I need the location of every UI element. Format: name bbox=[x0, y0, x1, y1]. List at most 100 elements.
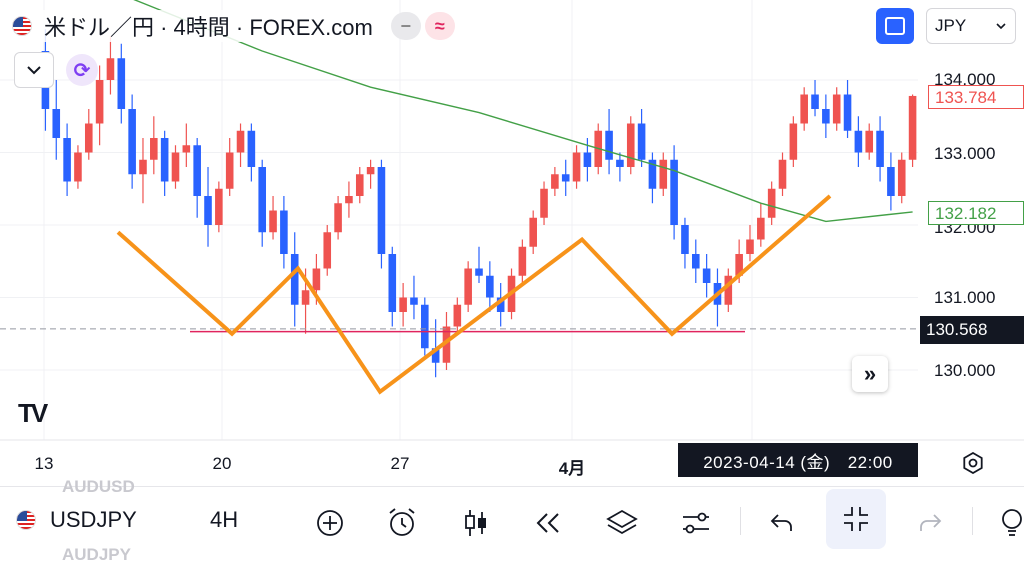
plus-circle-icon bbox=[317, 510, 343, 536]
candle-body bbox=[561, 174, 570, 182]
candle-body bbox=[789, 123, 798, 160]
candle bbox=[800, 87, 808, 131]
candle-body bbox=[95, 80, 104, 124]
candle-body bbox=[800, 94, 808, 124]
candle-body bbox=[453, 304, 462, 327]
settings-icon[interactable] bbox=[962, 452, 984, 474]
candle bbox=[887, 152, 895, 211]
candle-series bbox=[41, 29, 917, 378]
candle bbox=[572, 145, 581, 189]
ghost-symbol-above: AUDUSD bbox=[62, 477, 135, 496]
compare-button[interactable] bbox=[308, 501, 352, 545]
candle-body bbox=[193, 145, 201, 196]
indicators-button[interactable] bbox=[674, 501, 718, 545]
chart-title[interactable]: 米ドル／円 · 4時間 · FOREX.com bbox=[40, 10, 377, 42]
ideas-button[interactable] bbox=[994, 501, 1024, 545]
candle-body bbox=[648, 159, 657, 189]
currency-select[interactable]: JPY bbox=[926, 8, 1016, 44]
collapse-icon bbox=[844, 507, 868, 531]
candle bbox=[475, 246, 483, 283]
currency-label: JPY bbox=[935, 16, 967, 35]
candle-body bbox=[865, 130, 874, 153]
alarm-clock-icon bbox=[389, 508, 415, 536]
candle bbox=[204, 167, 212, 247]
ghost-symbol-below: AUDJPY bbox=[62, 545, 131, 564]
candle-body bbox=[106, 58, 115, 80]
chart-legend[interactable]: 米ドル／円 · 4時間 · FOREX.com − ≈ bbox=[12, 10, 455, 42]
tradingview-logo[interactable]: TV bbox=[18, 398, 48, 428]
candle bbox=[106, 36, 115, 95]
candle bbox=[290, 232, 299, 327]
fullscreen-button[interactable] bbox=[876, 8, 914, 44]
candle bbox=[876, 116, 884, 182]
scroll-to-realtime-button[interactable]: » bbox=[852, 356, 888, 392]
candle bbox=[171, 145, 180, 189]
grid-lines bbox=[0, 0, 918, 440]
candle-body bbox=[171, 152, 180, 182]
candle-body bbox=[583, 152, 592, 167]
candle-body bbox=[822, 109, 830, 124]
time-tick: 13 bbox=[34, 454, 54, 473]
indicator-toggles[interactable]: − ≈ bbox=[390, 12, 455, 40]
candle-body bbox=[908, 95, 917, 160]
candle-body bbox=[778, 159, 787, 189]
candle-body bbox=[811, 94, 819, 109]
candle-body bbox=[366, 167, 375, 175]
layers-button[interactable] bbox=[600, 501, 644, 545]
candle-body bbox=[182, 145, 191, 153]
redo-button[interactable] bbox=[908, 501, 952, 545]
candle-body bbox=[399, 297, 407, 312]
time-tick: 27 bbox=[390, 454, 410, 473]
candle bbox=[182, 123, 191, 167]
bottom-toolbar: AUDUSD AUDJPY USDJPY 4H bbox=[0, 477, 1024, 577]
candle bbox=[139, 138, 147, 204]
candle bbox=[453, 297, 462, 334]
crosshair-price-label: 130.568 bbox=[920, 316, 1024, 344]
undo-button[interactable] bbox=[760, 501, 804, 545]
sync-icon[interactable]: ⟳ bbox=[66, 54, 98, 86]
candle bbox=[854, 116, 863, 167]
candle-body bbox=[355, 174, 364, 196]
replay-button[interactable] bbox=[526, 501, 570, 545]
candle bbox=[355, 167, 364, 204]
candle-body bbox=[897, 159, 906, 196]
candle bbox=[724, 268, 733, 312]
candle-body bbox=[529, 217, 537, 247]
legend-collapse-button[interactable] bbox=[14, 52, 54, 88]
candle-body bbox=[117, 58, 126, 109]
candle-body bbox=[312, 268, 321, 291]
candle bbox=[908, 94, 917, 167]
candle bbox=[551, 167, 559, 196]
candle-body bbox=[876, 130, 884, 167]
timeframe-button[interactable]: 4H bbox=[210, 507, 239, 532]
candle bbox=[52, 80, 61, 160]
candle-body bbox=[52, 109, 61, 138]
candle bbox=[323, 225, 332, 276]
us-flag-icon bbox=[16, 510, 36, 530]
crosshair-time-label: 2023-04-14 (金) 22:00 bbox=[678, 443, 918, 477]
candle bbox=[605, 109, 613, 175]
candle-body bbox=[572, 152, 581, 182]
candle-body bbox=[854, 130, 863, 153]
alert-button[interactable] bbox=[380, 501, 424, 545]
candle bbox=[334, 196, 342, 240]
candle-body bbox=[724, 275, 733, 305]
indicator-hide-button[interactable]: − bbox=[390, 12, 421, 40]
candle bbox=[648, 152, 657, 204]
chart-type-button[interactable] bbox=[454, 501, 498, 545]
price-tick: 134.000 bbox=[934, 70, 996, 89]
candle-body bbox=[334, 203, 342, 233]
exit-fullscreen-button[interactable] bbox=[826, 489, 886, 549]
candle bbox=[269, 196, 277, 240]
redo-icon bbox=[920, 514, 942, 531]
symbol-selector[interactable]: USDJPY bbox=[16, 507, 137, 533]
candle bbox=[410, 275, 418, 320]
candle bbox=[637, 109, 646, 167]
indicator-settings-button[interactable]: ≈ bbox=[424, 12, 455, 40]
candle bbox=[822, 94, 830, 138]
candle bbox=[691, 239, 700, 283]
candle bbox=[832, 87, 841, 131]
candle bbox=[74, 145, 82, 189]
last-price-label: 133.784 bbox=[928, 85, 1024, 109]
candle-body bbox=[247, 130, 256, 167]
